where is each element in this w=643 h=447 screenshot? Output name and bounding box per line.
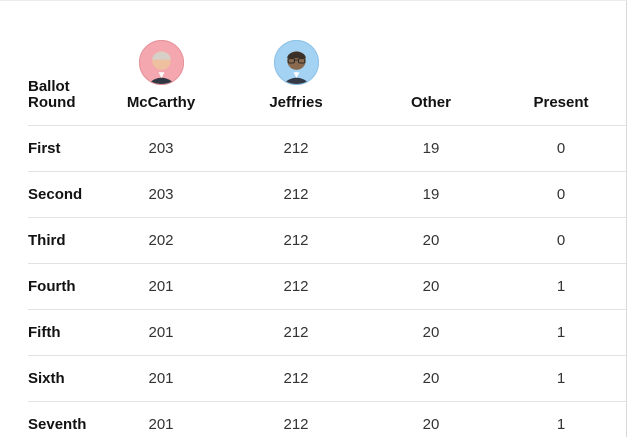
column-header-mccarthy: McCarthy [96, 39, 226, 125]
jeffries-avatar-icon [273, 39, 320, 86]
column-label-present: Present [533, 94, 589, 111]
other-value: 20 [422, 324, 440, 341]
present-value: 1 [556, 416, 566, 433]
jeffries-value: 212 [283, 232, 309, 249]
jeffries-value: 212 [283, 140, 309, 157]
other-value: 20 [422, 370, 440, 387]
row-label: Fourth [28, 278, 76, 295]
column-label-jeffries: Jeffries [269, 94, 323, 111]
row-label: Third [28, 232, 66, 249]
ballot-results-table: Ballot Round McCarthy [0, 0, 627, 437]
table-row-sixth: Sixth 201 212 20 1 [28, 355, 626, 401]
present-value: 1 [556, 278, 566, 295]
mccarthy-avatar-icon [138, 39, 185, 86]
row-label: Second [28, 186, 83, 203]
jeffries-value: 212 [283, 324, 309, 341]
table-row-seventh: Seventh 201 212 20 1 [28, 401, 626, 447]
mccarthy-value: 203 [148, 186, 174, 203]
column-label-other: Other [410, 94, 451, 111]
row-label: Fifth [28, 324, 61, 341]
column-label-mccarthy: McCarthy [126, 94, 196, 111]
table-row-first: First 203 212 19 0 [28, 125, 626, 171]
jeffries-value: 212 [283, 416, 309, 433]
mccarthy-value: 203 [148, 140, 174, 157]
row-label: Sixth [28, 370, 65, 387]
mccarthy-value: 201 [148, 416, 174, 433]
column-header-jeffries: Jeffries [226, 39, 366, 125]
jeffries-value: 212 [283, 186, 309, 203]
column-header-present: Present [496, 86, 626, 125]
jeffries-value: 212 [283, 370, 309, 387]
other-value: 20 [422, 278, 440, 295]
present-value: 0 [556, 186, 566, 203]
table-header-row: Ballot Round McCarthy [28, 1, 626, 125]
other-value: 19 [422, 140, 440, 157]
row-label: First [28, 140, 61, 157]
other-value: 20 [422, 416, 440, 433]
table-row-fifth: Fifth 201 212 20 1 [28, 309, 626, 355]
mccarthy-value: 201 [148, 278, 174, 295]
present-value: 0 [556, 232, 566, 249]
table-row-second: Second 203 212 19 0 [28, 171, 626, 217]
table-row-third: Third 202 212 20 0 [28, 217, 626, 263]
present-value: 1 [556, 324, 566, 341]
other-value: 19 [422, 186, 440, 203]
present-value: 1 [556, 370, 566, 387]
column-header-other: Other [366, 86, 496, 125]
row-label: Seventh [28, 416, 87, 433]
mccarthy-value: 201 [148, 370, 174, 387]
jeffries-value: 212 [283, 278, 309, 295]
ballot-round-header: Ballot Round [28, 78, 76, 111]
present-value: 0 [556, 140, 566, 157]
table-row-fourth: Fourth 201 212 20 1 [28, 263, 626, 309]
mccarthy-value: 202 [148, 232, 174, 249]
mccarthy-value: 201 [148, 324, 174, 341]
other-value: 20 [422, 232, 440, 249]
